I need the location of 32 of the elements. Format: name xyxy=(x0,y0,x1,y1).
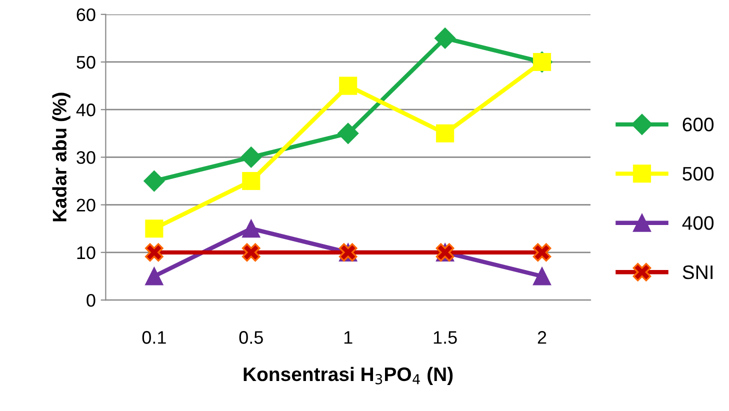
point xyxy=(339,76,358,95)
point xyxy=(145,267,164,286)
point xyxy=(242,172,260,190)
point xyxy=(145,243,164,262)
y-tick-label: 20 xyxy=(76,198,96,212)
x-tick-label: 1.5 xyxy=(434,331,457,344)
legend-label: 600 xyxy=(682,118,714,132)
y-tick-label: 40 xyxy=(76,104,96,116)
legend-label: 500 xyxy=(682,166,714,181)
legend-label: SNI xyxy=(682,265,712,280)
y-tick-label: 50 xyxy=(76,56,96,69)
y-tick-label: 10 xyxy=(77,246,96,260)
legend-label: 400 xyxy=(682,216,714,230)
point xyxy=(144,170,165,192)
x-tick-label: 0.5 xyxy=(239,331,263,344)
point xyxy=(338,122,359,144)
x-tick-label: 0.1 xyxy=(142,331,166,344)
y-tick-label: 0 xyxy=(86,294,96,307)
point xyxy=(242,220,260,238)
x-axis-title: Konsentrasi H$_{3}$PO$_{4}$ (N) xyxy=(244,366,453,385)
point xyxy=(532,243,552,262)
y-tick-label: 30 xyxy=(76,151,96,164)
point xyxy=(242,243,260,262)
x-tick-label: 2 xyxy=(538,331,546,344)
point xyxy=(532,267,552,286)
y-tick-label: 60 xyxy=(76,8,96,22)
y-axis-title: Kadar abu (%) xyxy=(52,92,70,222)
point xyxy=(145,220,164,238)
point xyxy=(240,146,262,168)
point xyxy=(436,124,454,142)
point xyxy=(434,28,456,49)
x-tick-label: 1 xyxy=(344,331,352,344)
